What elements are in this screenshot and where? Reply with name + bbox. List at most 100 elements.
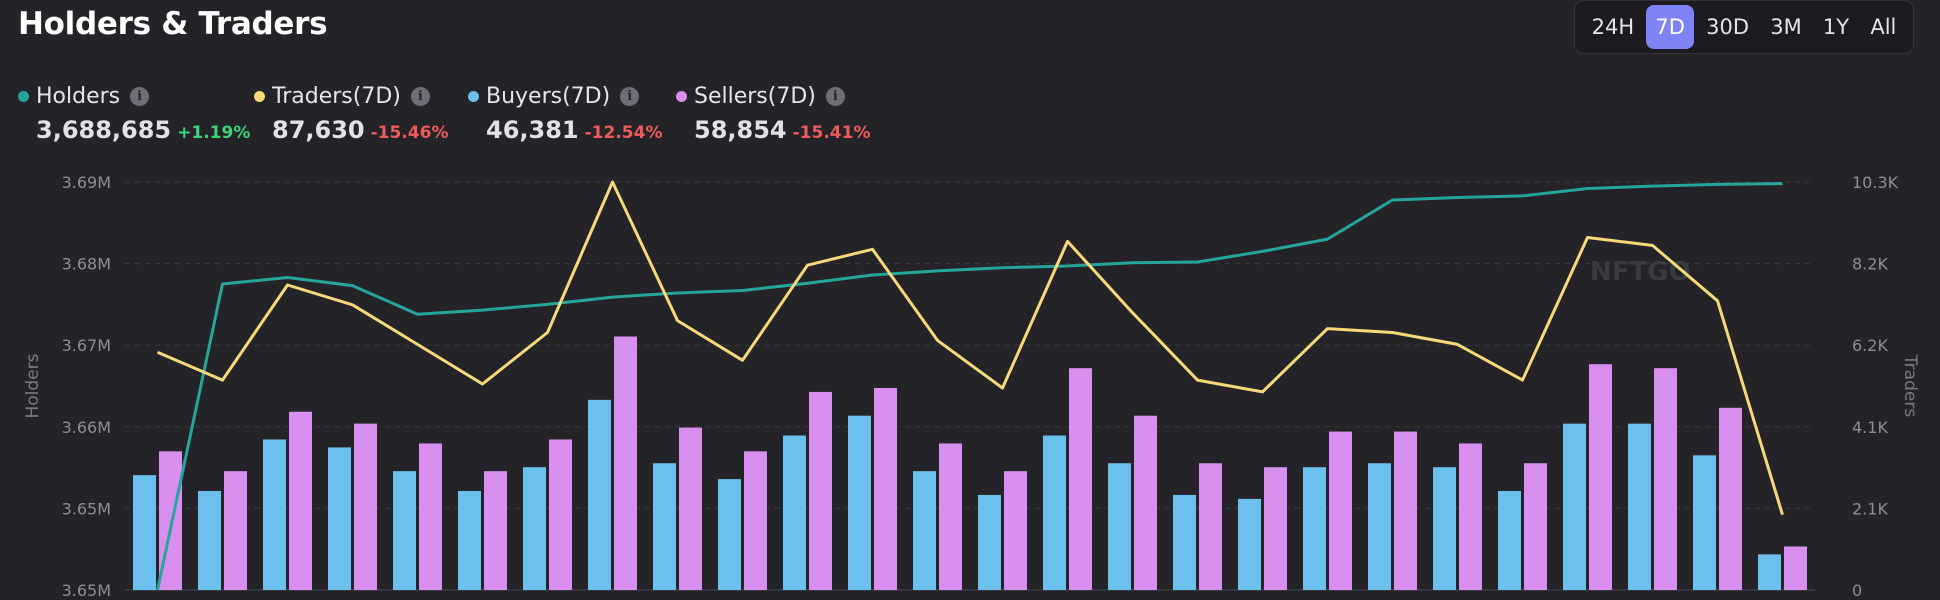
sellers-value: 58,854 — [694, 116, 787, 144]
sellers-bar — [289, 411, 312, 590]
right-tick-label: 4.1K — [1852, 418, 1888, 437]
buyers-bar — [1173, 494, 1196, 590]
buyers-bar — [458, 490, 481, 590]
stat-sellers: Sellers(7D) i 58,854 -15.41% — [676, 82, 871, 144]
buyers-bar — [1368, 463, 1391, 590]
range-1y-button[interactable]: 1Y — [1822, 15, 1850, 39]
traders-value: 87,630 — [272, 116, 365, 144]
buyers-bar — [1628, 423, 1651, 590]
sellers-bar — [679, 427, 702, 590]
info-icon[interactable]: i — [410, 86, 430, 106]
sellers-bar — [484, 471, 507, 590]
buyers-bar — [1563, 423, 1586, 590]
sellers-bar — [1589, 364, 1612, 590]
left-tick-label: 3.67M — [62, 336, 111, 355]
left-tick-label: 3.66M — [62, 418, 111, 437]
left-axis-title: Holders — [23, 353, 43, 418]
right-tick-label: 6.2K — [1852, 336, 1888, 355]
buyers-bar — [1758, 554, 1781, 590]
stat-buyers: Buyers(7D) i 46,381 -12.54% — [468, 82, 663, 144]
sellers-bar — [1134, 415, 1157, 590]
info-icon[interactable]: i — [825, 86, 845, 106]
sellers-bar — [939, 443, 962, 590]
sellers-bar — [1459, 443, 1482, 590]
sellers-label[interactable]: Sellers(7D) — [694, 83, 816, 109]
sellers-bar — [1719, 407, 1742, 590]
buyers-bar — [1433, 467, 1456, 590]
buyers-bar — [133, 475, 156, 590]
range-30d-button[interactable]: 30D — [1706, 15, 1749, 39]
buyers-bar — [1238, 498, 1261, 590]
range-3m-button[interactable]: 3M — [1770, 15, 1802, 39]
buyers-bar — [653, 463, 676, 590]
holders-line — [156, 182, 1783, 591]
sellers-bar — [1524, 463, 1547, 590]
range-7d-button[interactable]: 7D — [1646, 5, 1694, 49]
sellers-change: -15.41% — [792, 123, 871, 143]
holders-label[interactable]: Holders — [36, 83, 121, 109]
range-all-button[interactable]: All — [1870, 15, 1897, 39]
left-tick-label: 3.68M — [62, 255, 111, 274]
right-tick-label: 8.2K — [1852, 255, 1888, 274]
sellers-bar — [549, 439, 572, 590]
buyers-bar — [198, 490, 221, 590]
sellers-bar — [809, 391, 832, 590]
right-axis-title: Traders — [1900, 354, 1920, 418]
holders-legend-dot — [18, 90, 29, 102]
buyers-bar — [978, 494, 1001, 590]
buyers-bar — [1303, 467, 1326, 590]
buyers-bar — [328, 447, 351, 590]
buyers-bar — [1108, 463, 1131, 590]
sellers-bar — [354, 423, 377, 590]
traders-label[interactable]: Traders(7D) — [272, 83, 401, 109]
time-range-selector: 24H 7D 30D 3M 1Y All — [1574, 0, 1914, 54]
traders-line — [156, 180, 1784, 516]
sellers-legend-dot — [676, 90, 687, 102]
info-icon[interactable]: i — [620, 86, 640, 106]
sellers-bar — [419, 443, 442, 590]
buyers-bar — [783, 435, 806, 590]
sellers-bar — [1784, 546, 1807, 590]
right-tick-label: 10.3K — [1852, 173, 1899, 192]
sellers-bar — [744, 451, 767, 590]
buyers-bar — [393, 471, 416, 590]
traders-change: -15.46% — [370, 123, 449, 143]
sellers-bar — [224, 471, 247, 590]
stat-traders: Traders(7D) i 87,630 -15.46% — [254, 82, 449, 144]
sellers-bar — [1199, 463, 1222, 590]
buyers-bar — [848, 415, 871, 590]
traders-legend-dot — [254, 90, 265, 102]
sellers-bar — [1654, 368, 1677, 590]
sellers-bar — [614, 336, 637, 590]
watermark-logo: NFTGO — [1590, 257, 1691, 287]
buyers-bar — [1693, 455, 1716, 590]
buyers-bar — [263, 439, 286, 590]
sellers-bar — [1264, 467, 1287, 590]
range-24h-button[interactable]: 24H — [1591, 15, 1635, 39]
sellers-bar — [1069, 368, 1092, 590]
buyers-bar — [1043, 435, 1066, 590]
sellers-bar — [1004, 471, 1027, 590]
buyers-bar — [523, 467, 546, 590]
info-icon[interactable]: i — [130, 86, 150, 106]
left-tick-label: 3.65M — [62, 499, 111, 518]
right-tick-label: 2.1K — [1852, 499, 1888, 518]
holders-value: 3,688,685 — [36, 116, 172, 144]
sellers-bar — [874, 387, 897, 590]
buyers-bar — [913, 471, 936, 590]
buyers-label[interactable]: Buyers(7D) — [486, 83, 611, 109]
sellers-bar — [1329, 431, 1352, 590]
left-tick-label: 3.69M — [62, 173, 111, 192]
buyers-bar — [718, 479, 741, 590]
buyers-change: -12.54% — [584, 123, 663, 143]
buyers-value: 46,381 — [486, 116, 579, 144]
right-tick-label: 0 — [1852, 581, 1862, 600]
holders-change: +1.19% — [177, 123, 251, 143]
buyers-legend-dot — [468, 90, 479, 102]
page-title: Holders & Traders — [18, 6, 328, 42]
sellers-bar — [1394, 431, 1417, 590]
stat-holders: Holders i 3,688,685 +1.19% — [18, 82, 250, 144]
buyers-bar — [588, 399, 611, 590]
left-tick-label: 3.65M — [62, 581, 111, 600]
